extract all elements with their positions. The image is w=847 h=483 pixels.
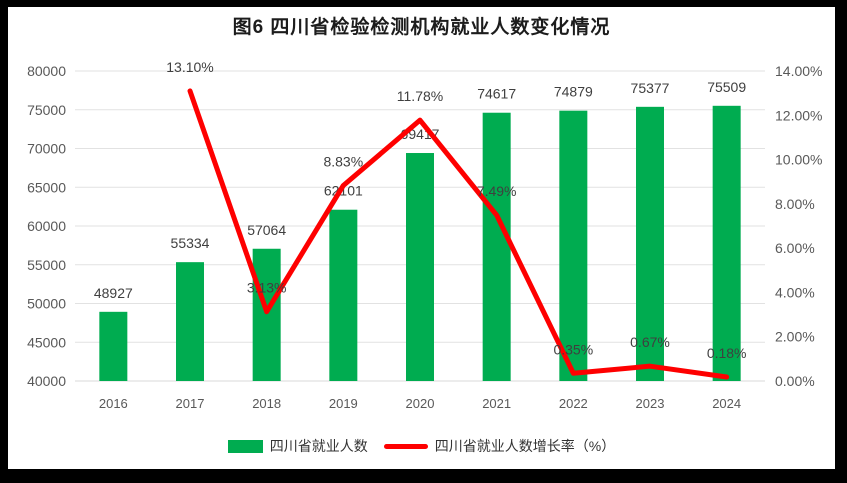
line-value-label: 0.67%	[630, 334, 670, 350]
left-axis-tick: 70000	[27, 141, 66, 157]
bar-2019	[329, 209, 358, 381]
x-axis-label: 2017	[176, 396, 205, 411]
bar-2022	[559, 110, 588, 382]
x-axis-label: 2018	[252, 396, 281, 411]
line-value-label: 7.49%	[477, 183, 517, 199]
right-axis-tick: 2.00%	[775, 329, 815, 345]
left-axis-tick: 80000	[27, 63, 66, 79]
x-axis-label: 2021	[482, 396, 511, 411]
chart-area: 图6 四川省检验检测机构就业人数变化情况 40000 45000 50000 5500…	[8, 7, 835, 469]
bar-2023	[636, 106, 664, 381]
left-axis-tick: 50000	[27, 296, 66, 312]
bar-2024	[712, 105, 741, 382]
bar-value-label: 62101	[324, 183, 363, 199]
bar-value-label: 74617	[477, 86, 516, 102]
left-axis-tick: 45000	[27, 334, 66, 350]
legend-bar-label: 四川省就业人数	[269, 438, 368, 454]
legend-bar-swatch	[227, 439, 263, 453]
x-axis-label: 2024	[712, 396, 741, 411]
bar-2020	[406, 153, 434, 381]
left-axis-tick: 60000	[27, 218, 66, 234]
legend: 四川省就业人数 四川省就业人数增长率（%）	[8, 436, 835, 456]
right-axis-tick: 10.00%	[775, 152, 822, 168]
bar-2017	[176, 262, 204, 381]
line-value-label: 13.10%	[166, 59, 213, 75]
bar-value-label: 57064	[247, 222, 286, 238]
bar-value-label: 75377	[631, 80, 670, 96]
bar-value-label: 55334	[171, 235, 210, 251]
x-axis-label: 2019	[329, 396, 358, 411]
line-value-label: 11.78%	[397, 88, 443, 104]
bar-2018	[252, 248, 281, 381]
bar-value-label: 74879	[554, 84, 593, 100]
right-axis-tick: 6.00%	[775, 240, 815, 256]
legend-line-swatch	[383, 443, 428, 449]
line-value-label: 0.35%	[553, 341, 593, 357]
right-axis-tick: 8.00%	[775, 196, 815, 212]
bar-2021	[482, 112, 511, 381]
growth-rate-line	[187, 88, 730, 380]
left-axis-tick: 40000	[27, 373, 66, 389]
left-axis-tick: 55000	[27, 257, 66, 273]
bar-value-label: 48927	[94, 285, 133, 301]
right-axis-tick: 14.00%	[775, 63, 822, 79]
right-axis-tick: 4.00%	[775, 284, 815, 300]
x-axis-label: 2022	[559, 396, 588, 411]
x-axis-label: 2020	[406, 396, 435, 411]
chart-plot: 40000 45000 50000 55000 60000 65000 70000 75000…	[27, 59, 822, 411]
chart-title: 图6 四川省检验检测机构就业人数变化情况	[232, 17, 611, 38]
left-axis-tick: 75000	[27, 102, 66, 118]
x-axis-label: 2016	[99, 396, 128, 411]
line-value-label: 8.83%	[323, 153, 363, 169]
right-axis-tick: 12.00%	[775, 107, 822, 123]
line-value-label: 3.13%	[247, 280, 287, 296]
x-axis-label: 2023	[636, 396, 665, 411]
right-axis-tick: 0.00%	[775, 373, 815, 389]
bar-2016	[99, 311, 128, 381]
line-value-label: 0.18%	[707, 345, 747, 361]
legend-line-label: 四川省就业人数增长率（%）	[434, 438, 616, 454]
bar-value-label: 75509	[707, 79, 746, 95]
left-axis-tick: 65000	[27, 179, 66, 195]
